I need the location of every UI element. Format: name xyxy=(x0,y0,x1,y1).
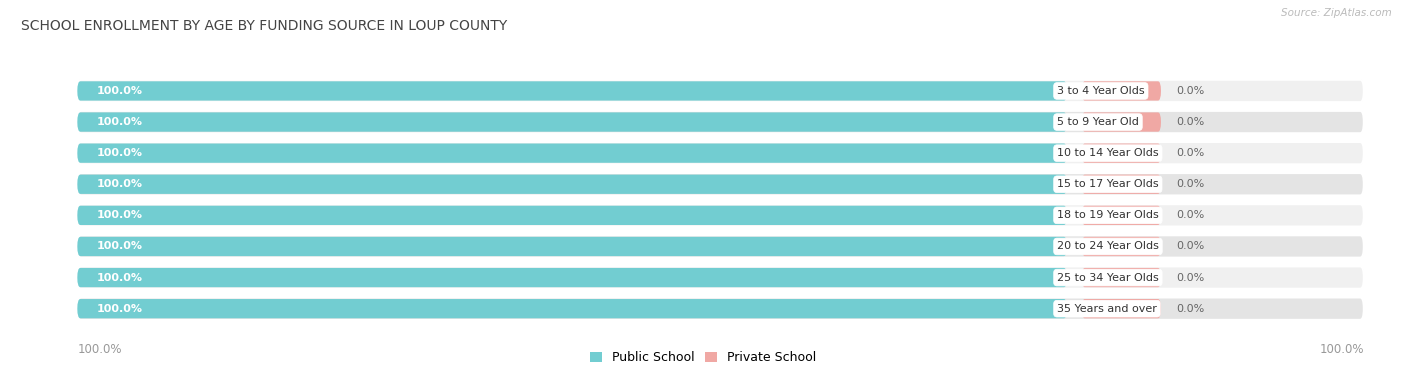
FancyBboxPatch shape xyxy=(1081,175,1161,194)
Text: 0.0%: 0.0% xyxy=(1175,273,1204,283)
FancyBboxPatch shape xyxy=(77,299,1067,318)
Text: 100.0%: 100.0% xyxy=(97,210,143,221)
FancyBboxPatch shape xyxy=(1081,206,1161,225)
Text: 0.0%: 0.0% xyxy=(1175,179,1204,189)
Text: 0.0%: 0.0% xyxy=(1175,117,1204,127)
Legend: Public School, Private School: Public School, Private School xyxy=(588,349,818,367)
FancyBboxPatch shape xyxy=(77,173,1364,195)
Text: 0.0%: 0.0% xyxy=(1175,148,1204,158)
Text: 100.0%: 100.0% xyxy=(97,179,143,189)
FancyBboxPatch shape xyxy=(1081,237,1161,256)
Text: 100.0%: 100.0% xyxy=(97,86,143,96)
Text: 100.0%: 100.0% xyxy=(97,241,143,251)
FancyBboxPatch shape xyxy=(1081,144,1161,163)
FancyBboxPatch shape xyxy=(77,81,1067,101)
FancyBboxPatch shape xyxy=(77,206,1067,225)
Text: 0.0%: 0.0% xyxy=(1175,86,1204,96)
Text: 18 to 19 Year Olds: 18 to 19 Year Olds xyxy=(1057,210,1159,221)
Text: 20 to 24 Year Olds: 20 to 24 Year Olds xyxy=(1057,241,1159,251)
Text: 100.0%: 100.0% xyxy=(97,148,143,158)
FancyBboxPatch shape xyxy=(77,237,1067,256)
FancyBboxPatch shape xyxy=(77,297,1364,320)
Text: 0.0%: 0.0% xyxy=(1175,303,1204,314)
Text: 10 to 14 Year Olds: 10 to 14 Year Olds xyxy=(1057,148,1159,158)
FancyBboxPatch shape xyxy=(77,175,1067,194)
Text: SCHOOL ENROLLMENT BY AGE BY FUNDING SOURCE IN LOUP COUNTY: SCHOOL ENROLLMENT BY AGE BY FUNDING SOUR… xyxy=(21,19,508,33)
FancyBboxPatch shape xyxy=(77,111,1364,133)
Text: 100.0%: 100.0% xyxy=(97,273,143,283)
Text: 100.0%: 100.0% xyxy=(77,343,122,356)
Text: 25 to 34 Year Olds: 25 to 34 Year Olds xyxy=(1057,273,1159,283)
Text: 3 to 4 Year Olds: 3 to 4 Year Olds xyxy=(1057,86,1144,96)
Text: 100.0%: 100.0% xyxy=(97,117,143,127)
FancyBboxPatch shape xyxy=(77,204,1364,227)
Text: Source: ZipAtlas.com: Source: ZipAtlas.com xyxy=(1281,8,1392,18)
FancyBboxPatch shape xyxy=(1081,81,1161,101)
Text: 0.0%: 0.0% xyxy=(1175,241,1204,251)
Text: 100.0%: 100.0% xyxy=(97,303,143,314)
Text: 0.0%: 0.0% xyxy=(1175,210,1204,221)
FancyBboxPatch shape xyxy=(77,267,1364,289)
Text: 35 Years and over: 35 Years and over xyxy=(1057,303,1157,314)
FancyBboxPatch shape xyxy=(77,142,1364,164)
FancyBboxPatch shape xyxy=(77,144,1067,163)
FancyBboxPatch shape xyxy=(77,268,1067,287)
FancyBboxPatch shape xyxy=(77,112,1067,132)
FancyBboxPatch shape xyxy=(77,80,1364,102)
FancyBboxPatch shape xyxy=(77,235,1364,257)
FancyBboxPatch shape xyxy=(1081,112,1161,132)
Text: 15 to 17 Year Olds: 15 to 17 Year Olds xyxy=(1057,179,1159,189)
Text: 100.0%: 100.0% xyxy=(1319,343,1364,356)
FancyBboxPatch shape xyxy=(1081,299,1161,318)
Text: 5 to 9 Year Old: 5 to 9 Year Old xyxy=(1057,117,1139,127)
FancyBboxPatch shape xyxy=(1081,268,1161,287)
